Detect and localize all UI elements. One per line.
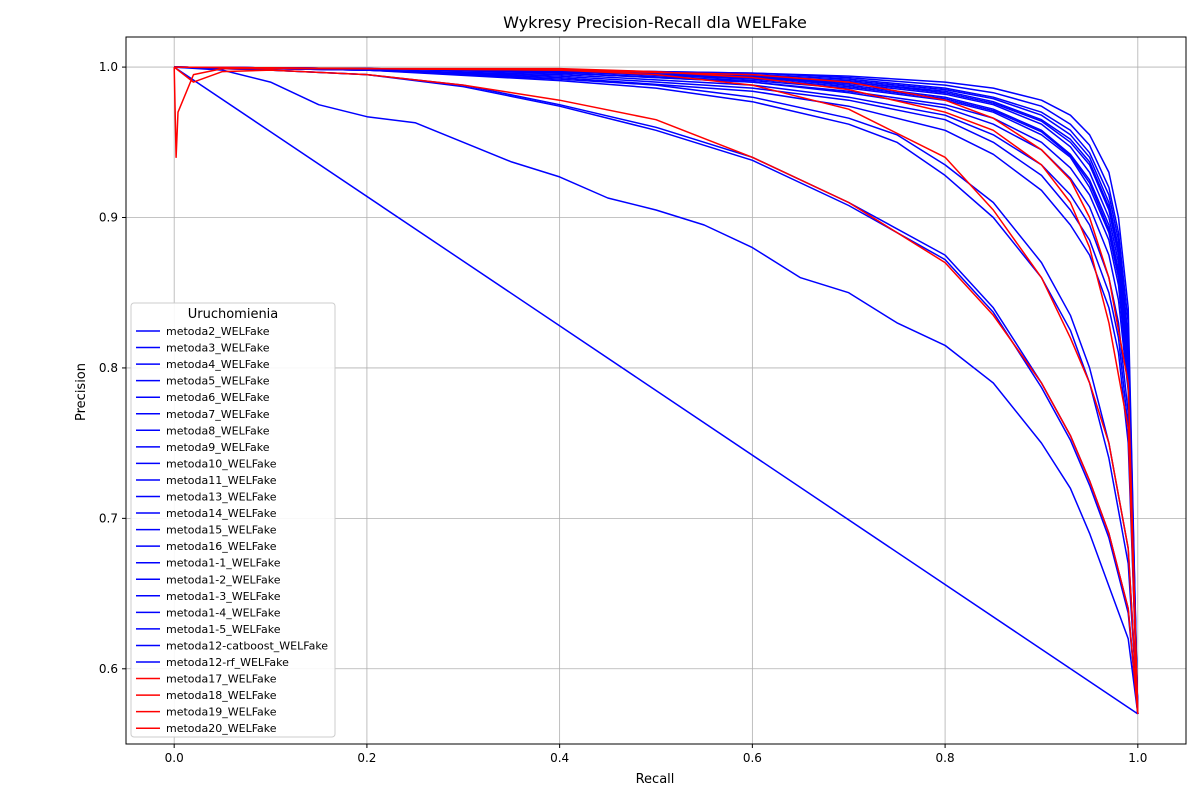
x-axis-label: Recall — [636, 772, 675, 787]
series-line-metoda13_WELFake — [174, 66, 1139, 714]
legend: Uruchomienia metoda2_WELFake metoda3_WELF… — [130, 302, 336, 738]
legend-label: metoda8_WELFake — [166, 424, 270, 437]
y-ticks: 0.6 0.7 0.8 0.9 1.0 — [99, 60, 126, 676]
legend-label: metoda12-catboost_WELFake — [166, 639, 328, 652]
legend-label: metoda3_WELFake — [166, 342, 270, 355]
legend-label: metoda11_WELFake — [166, 474, 277, 487]
legend-label: metoda4_WELFake — [166, 358, 270, 371]
x-tick-label: 0.6 — [743, 751, 762, 765]
x-tick-label: 0.0 — [165, 751, 184, 765]
legend-label: metoda19_WELFake — [166, 706, 277, 719]
series-line-metoda10_WELFake — [174, 66, 1139, 714]
series-line-metoda20_WELFake — [174, 66, 1139, 714]
series-line-metoda1-5_WELFake — [174, 66, 1139, 714]
legend-label: metoda1-1_WELFake — [166, 557, 281, 570]
series-line-metoda9_WELFake — [174, 66, 1139, 714]
y-tick-label: 1.0 — [99, 60, 118, 74]
x-tick-label: 0.2 — [357, 751, 376, 765]
legend-label: metoda13_WELFake — [166, 491, 277, 504]
x-tick-label: 0.4 — [550, 751, 569, 765]
legend-label: metoda16_WELFake — [166, 540, 277, 553]
legend-title: Uruchomienia — [188, 307, 279, 322]
series-line-metoda1-1_WELFake — [174, 66, 1139, 714]
y-tick-label: 0.6 — [99, 662, 118, 676]
series-group — [173, 66, 1139, 715]
legend-label: metoda1-4_WELFake — [166, 606, 281, 619]
legend-label: metoda14_WELFake — [166, 507, 277, 520]
chart-title: Wykresy Precision-Recall dla WELFake — [503, 13, 807, 32]
legend-label: metoda7_WELFake — [166, 408, 270, 421]
legend-label: metoda17_WELFake — [166, 673, 277, 686]
series-line-metoda8_WELFake — [174, 66, 1139, 714]
legend-label: metoda1-3_WELFake — [166, 590, 281, 603]
series-line-metoda14_WELFake — [174, 66, 1139, 714]
legend-label: metoda12-rf_WELFake — [166, 656, 289, 669]
legend-label: metoda20_WELFake — [166, 722, 277, 735]
x-tick-label: 1.0 — [1128, 751, 1147, 765]
series-line-metoda12-rf_WELFake — [174, 66, 1139, 714]
y-tick-label: 0.9 — [99, 211, 118, 225]
plot-frame — [125, 36, 1187, 745]
legend-label: metoda2_WELFake — [166, 325, 270, 338]
legend-label: metoda9_WELFake — [166, 441, 270, 454]
series-line-metoda1-2_WELFake — [173, 66, 1139, 715]
legend-label: metoda10_WELFake — [166, 457, 277, 470]
legend-label: metoda5_WELFake — [166, 375, 270, 388]
y-axis-label: Precision — [74, 363, 89, 421]
legend-label: metoda18_WELFake — [166, 689, 277, 702]
series-line-metoda19_WELFake — [173, 66, 1139, 714]
legend-entries: metoda2_WELFake metoda3_WELFake metoda4_WE… — [136, 325, 328, 735]
x-tick-label: 0.8 — [936, 751, 955, 765]
legend-label: metoda1-2_WELFake — [166, 573, 281, 586]
y-tick-label: 0.8 — [99, 361, 118, 375]
legend-label: metoda15_WELFake — [166, 524, 277, 537]
y-tick-label: 0.7 — [99, 511, 118, 525]
x-ticks: 0.0 0.2 0.4 0.6 0.8 1.0 — [165, 744, 1147, 765]
legend-box — [130, 302, 336, 738]
legend-label: metoda1-5_WELFake — [166, 623, 281, 636]
legend-label: metoda6_WELFake — [166, 391, 270, 404]
